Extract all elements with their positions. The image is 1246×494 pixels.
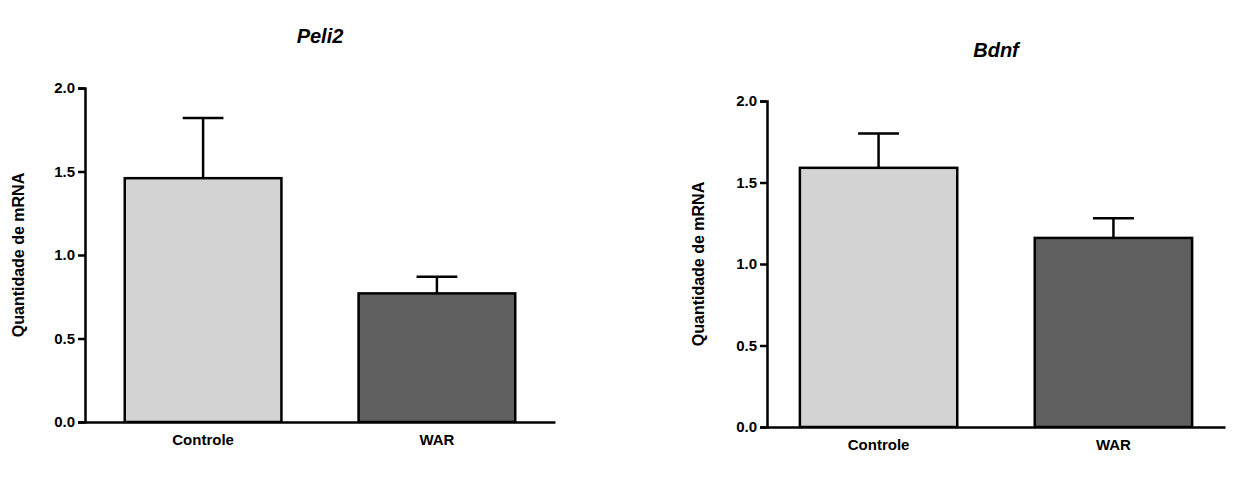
x-tick: Controle bbox=[848, 427, 910, 453]
y-tick-mark bbox=[760, 263, 767, 266]
y-tick: 1.5 bbox=[736, 174, 767, 191]
error-bar-stem bbox=[436, 277, 439, 294]
error-bar bbox=[183, 118, 224, 178]
y-tick-label: 1.5 bbox=[736, 174, 757, 191]
y-tick-mark bbox=[760, 426, 767, 429]
y-tick: 0.0 bbox=[736, 418, 767, 435]
x-axis-line bbox=[86, 421, 556, 424]
y-axis-title: Quantidade de mRNA bbox=[690, 181, 707, 346]
y-tick-label: 0.0 bbox=[736, 418, 757, 435]
y-tick: 2.0 bbox=[54, 79, 85, 96]
y-tick-label: 2.0 bbox=[736, 92, 757, 109]
y-tick-label: 0.0 bbox=[54, 413, 75, 430]
error-bar bbox=[417, 277, 458, 294]
x-tick-label: WAR bbox=[419, 431, 454, 448]
error-bar-cap bbox=[183, 117, 224, 120]
x-tick-label: Controle bbox=[172, 431, 234, 448]
chart-panel: 0.0 0.5 1.0 1.5 2.0 Controle WAR Peli2 Quantidad… bbox=[10, 25, 555, 448]
y-axis-title: Quantidade de mRNA bbox=[10, 172, 27, 337]
error-bar-stem bbox=[877, 134, 880, 168]
x-axis-line bbox=[768, 426, 1226, 429]
error-bar-cap bbox=[417, 275, 458, 278]
y-tick: 0.5 bbox=[54, 330, 85, 347]
bar bbox=[1035, 238, 1192, 427]
y-tick-mark bbox=[760, 100, 767, 103]
error-bar-stem bbox=[1112, 218, 1115, 238]
y-axis-line bbox=[78, 89, 86, 423]
y-tick-label: 0.5 bbox=[736, 337, 757, 354]
x-axis: Controle WAR bbox=[768, 427, 1226, 453]
y-tick: 0.0 bbox=[54, 413, 85, 430]
y-tick-label: 1.0 bbox=[54, 246, 75, 263]
chart-panel: 0.0 0.5 1.0 1.5 2.0 Controle WAR Bdnf Quantidade… bbox=[690, 39, 1225, 453]
chart-title: Peli2 bbox=[297, 25, 344, 47]
bar bbox=[359, 293, 516, 422]
chart-title: Bdnf bbox=[973, 39, 1021, 61]
bar bbox=[800, 168, 957, 427]
error-bar bbox=[858, 134, 899, 168]
y-tick: 2.0 bbox=[736, 92, 767, 109]
x-tick: Controle bbox=[172, 422, 234, 448]
y-tick-mark bbox=[760, 345, 767, 348]
bar bbox=[125, 178, 282, 422]
x-axis: Controle WAR bbox=[86, 422, 556, 448]
y-tick-mark bbox=[78, 421, 85, 424]
y-tick-mark bbox=[78, 338, 85, 341]
chart-canvas: 0.0 0.5 1.0 1.5 2.0 Controle WAR Peli2 Quantidad… bbox=[0, 0, 1246, 494]
error-bar bbox=[1093, 218, 1134, 238]
y-axis-line bbox=[760, 102, 768, 428]
x-tick: WAR bbox=[419, 422, 454, 448]
x-tick: WAR bbox=[1096, 427, 1131, 453]
y-tick-label: 0.5 bbox=[54, 330, 75, 347]
x-tick-label: Controle bbox=[848, 436, 910, 453]
y-tick-mark bbox=[78, 254, 85, 257]
y-tick-label: 1.5 bbox=[54, 163, 75, 180]
y-tick: 1.0 bbox=[54, 246, 85, 263]
y-tick-label: 2.0 bbox=[54, 79, 75, 96]
y-tick: 1.0 bbox=[736, 255, 767, 272]
error-bar-cap bbox=[858, 132, 899, 135]
y-tick-mark bbox=[760, 182, 767, 185]
y-tick: 0.5 bbox=[736, 337, 767, 354]
y-tick: 1.5 bbox=[54, 163, 85, 180]
error-bar-cap bbox=[1093, 217, 1134, 220]
x-tick-label: WAR bbox=[1096, 436, 1131, 453]
y-axis: 0.0 0.5 1.0 1.5 2.0 bbox=[54, 79, 85, 430]
y-tick-mark bbox=[78, 87, 85, 90]
plot-area bbox=[125, 118, 515, 422]
y-axis: 0.0 0.5 1.0 1.5 2.0 bbox=[736, 92, 767, 435]
y-tick-label: 1.0 bbox=[736, 255, 757, 272]
plot-area bbox=[800, 134, 1192, 427]
error-bar-stem bbox=[202, 118, 205, 178]
y-tick-mark bbox=[78, 171, 85, 174]
